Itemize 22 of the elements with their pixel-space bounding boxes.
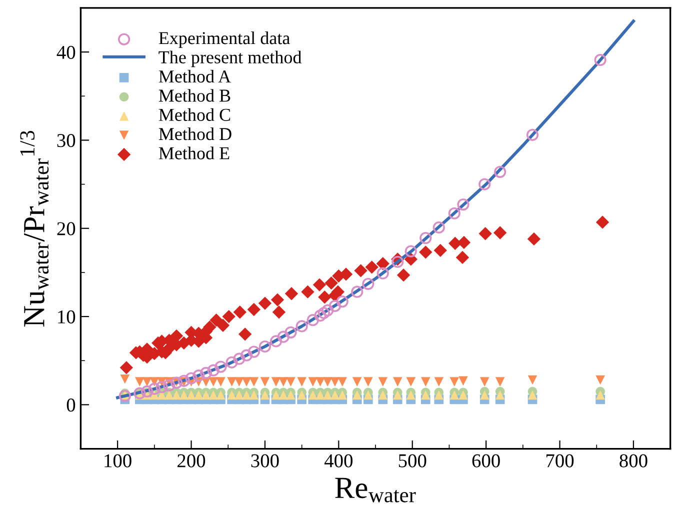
y-tick-label: 10 (58, 310, 76, 324)
x-tick-label: 400 (324, 454, 353, 468)
legend-label: The present method (158, 50, 302, 68)
x-tick-label: 500 (398, 454, 426, 468)
legend-label: Method B (158, 89, 230, 102)
x-tick-label: 600 (472, 454, 500, 468)
x-tick-label: 800 (620, 454, 648, 468)
y-tick-label: 40 (56, 46, 76, 59)
legend-label: Method D (158, 127, 232, 140)
legend-label: Method E (158, 146, 230, 160)
x-tick-label: 700 (546, 454, 574, 468)
y-tick-label: 30 (57, 134, 76, 148)
y-tick-label: 20 (57, 222, 76, 236)
legend-label: Experimental data (158, 32, 290, 48)
x-tick-label: 300 (251, 454, 279, 468)
y-tick-label: 0 (66, 398, 76, 412)
legend-label: Method C (158, 108, 230, 121)
x-tick-label: 100 (104, 454, 132, 468)
x-tick-label: 200 (178, 454, 206, 468)
y-axis-title: Nu$_{water}$/Pr$_{water}$$^{1/3}$ (20, 130, 49, 327)
legend-label: Method A (158, 70, 231, 83)
x-axis-title: Re$_{water}$ (335, 478, 416, 502)
